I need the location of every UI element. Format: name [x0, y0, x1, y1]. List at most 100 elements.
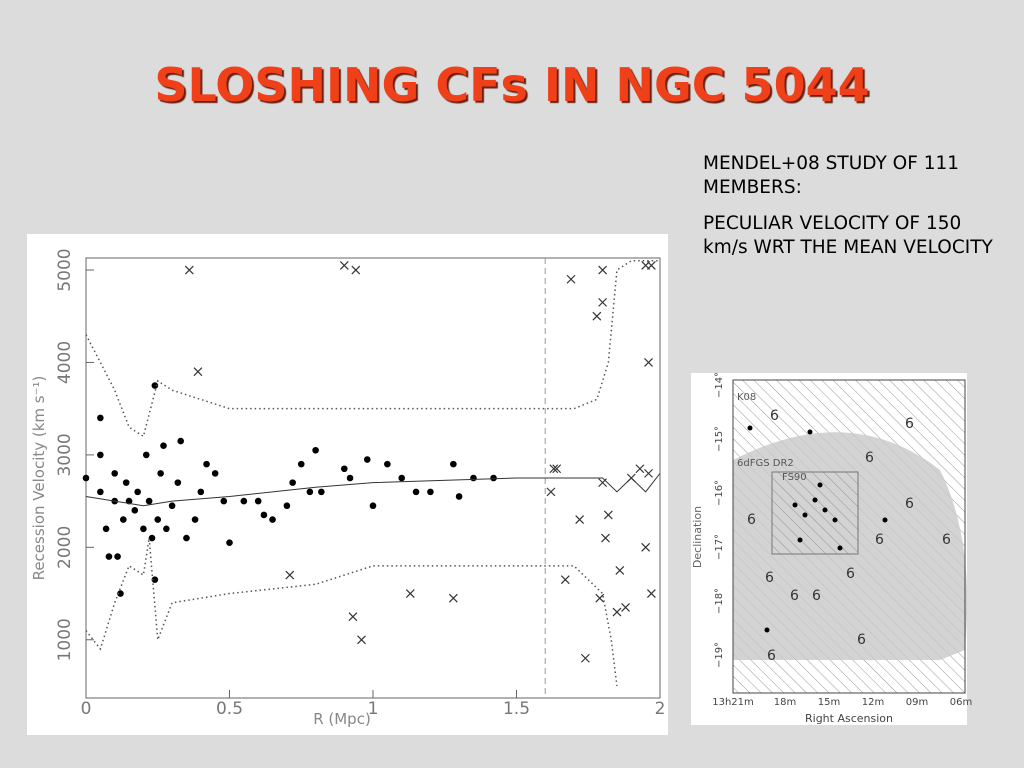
data-point — [163, 525, 170, 533]
data-point — [197, 488, 205, 496]
data-point — [552, 464, 562, 474]
data-point — [318, 488, 325, 496]
data-point — [615, 566, 625, 575]
slide-title: SLOSHING CFs IN NGC 5044 — [154, 58, 870, 112]
svg-text:6: 6 — [747, 512, 756, 528]
data-point — [575, 515, 585, 525]
data-point — [612, 607, 622, 617]
y-tick-label: 5000 — [55, 248, 75, 291]
y-tick-label: 2000 — [55, 526, 75, 569]
data-point — [641, 542, 651, 552]
svg-text:6: 6 — [846, 566, 855, 582]
data-point — [183, 534, 190, 542]
data-point — [154, 516, 162, 523]
data-point — [384, 460, 391, 468]
data-point — [470, 474, 477, 482]
data-point — [184, 265, 194, 275]
data-point — [348, 612, 358, 622]
map-y-tick-label: −16° — [714, 480, 725, 506]
data-point — [269, 516, 276, 523]
data-point — [168, 502, 176, 510]
data-point — [122, 479, 130, 486]
data-point — [412, 488, 420, 496]
x-axis-label: R (Mpc) — [313, 710, 371, 728]
map-x-tick-label: 06m — [950, 697, 972, 708]
data-point — [448, 593, 458, 603]
data-point — [346, 474, 354, 482]
data-point — [174, 479, 182, 486]
map-y-tick-label: −17° — [714, 534, 725, 560]
svg-text:6: 6 — [790, 588, 799, 604]
data-point — [644, 468, 653, 478]
x-tick-label: 0.5 — [216, 699, 243, 719]
data-point — [140, 525, 147, 533]
data-point — [546, 487, 556, 497]
data-point — [427, 488, 434, 496]
data-point — [211, 470, 219, 477]
data-point — [142, 451, 150, 459]
data-point — [490, 474, 497, 482]
data-point — [549, 464, 559, 474]
data-point — [131, 507, 139, 514]
data-point — [203, 460, 210, 468]
data-point — [82, 474, 90, 482]
svg-text:6: 6 — [875, 532, 884, 548]
data-point — [160, 442, 167, 449]
data-point — [254, 497, 262, 505]
map-y-tick-label: −19° — [714, 642, 725, 668]
curve — [85, 473, 661, 507]
curve — [85, 260, 660, 438]
data-point — [601, 533, 610, 543]
map-label: FS90 — [782, 472, 807, 483]
map-x-tick-label: 15m — [818, 697, 840, 708]
map-y-tick-label: −18° — [714, 588, 725, 614]
data-point — [357, 635, 366, 645]
data-point — [306, 488, 314, 496]
data-point — [580, 653, 590, 663]
data-point — [595, 593, 605, 603]
data-point — [191, 516, 199, 523]
map-y-tick-label: −15° — [714, 426, 725, 452]
data-point — [97, 451, 104, 459]
data-point — [102, 525, 110, 533]
data-point — [603, 510, 613, 520]
data-point — [220, 497, 228, 505]
data-point — [157, 470, 164, 477]
map-x-tick-label: 12m — [862, 697, 884, 708]
svg-text:6: 6 — [905, 496, 914, 512]
x-tick-label: 2 — [655, 699, 666, 719]
data-point — [405, 589, 415, 598]
text-block: MENDEL+08 STUDY OF 111 MEMBERS: PECULIAR… — [703, 152, 1003, 272]
data-point — [193, 367, 203, 377]
data-point — [592, 311, 602, 321]
curve — [85, 537, 618, 687]
map-label: K08 — [737, 392, 756, 403]
data-point — [621, 602, 630, 612]
data-point — [283, 502, 291, 510]
data-point — [177, 437, 185, 445]
y-tick-label: 3000 — [55, 433, 75, 476]
data-point — [635, 464, 645, 474]
data-point — [598, 265, 608, 275]
data-point — [145, 497, 153, 505]
data-point — [644, 358, 653, 367]
data-point — [339, 260, 349, 270]
data-point — [363, 456, 371, 463]
svg-text:6: 6 — [812, 588, 821, 604]
x-tick-label: 1 — [368, 699, 379, 719]
data-point — [151, 576, 159, 583]
data-point — [120, 516, 127, 523]
data-point — [341, 465, 348, 473]
svg-text:6: 6 — [765, 570, 774, 586]
data-point — [260, 511, 268, 519]
map-frame — [732, 379, 966, 694]
map-label: 6dFGS DR2 — [737, 458, 794, 469]
data-point — [151, 382, 159, 389]
map-x-tick-label: 13h21m — [712, 697, 754, 708]
data-point — [134, 488, 141, 496]
data-point — [297, 460, 305, 468]
fs90-region — [771, 471, 859, 555]
